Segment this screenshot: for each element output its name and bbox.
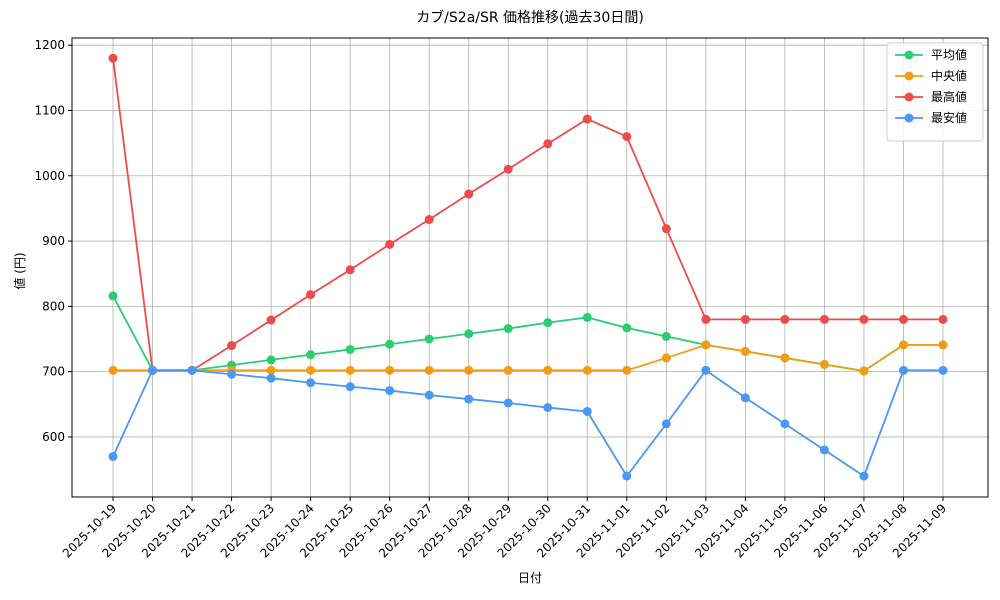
data-point: [938, 314, 948, 324]
data-point: [424, 390, 434, 400]
data-point: [780, 353, 790, 363]
data-point: [622, 132, 632, 142]
data-point: [582, 114, 592, 124]
data-point: [108, 53, 118, 63]
legend-label: 最高値: [931, 89, 967, 104]
data-point: [424, 334, 434, 344]
data-point: [819, 359, 829, 369]
data-point: [266, 365, 276, 375]
legend-marker: [904, 50, 914, 60]
data-point: [780, 314, 790, 324]
data-point: [938, 340, 948, 350]
series-line: [113, 343, 943, 372]
y-tick-label: 900: [42, 234, 65, 248]
data-point: [661, 419, 671, 429]
y-axis-label: 値 (円): [12, 252, 27, 289]
data-point: [780, 419, 790, 429]
data-point: [266, 373, 276, 383]
data-point: [424, 365, 434, 375]
data-point: [661, 353, 671, 363]
data-point: [859, 314, 869, 324]
data-point: [464, 365, 474, 375]
data-point: [701, 365, 711, 375]
data-point: [266, 355, 276, 365]
data-point: [661, 331, 671, 341]
data-point: [503, 164, 513, 174]
data-point: [740, 346, 750, 356]
data-point: [859, 471, 869, 481]
legend-label: 平均値: [931, 47, 967, 62]
y-tick-label: 800: [42, 299, 65, 313]
data-point: [266, 315, 276, 325]
series-line: [112, 295, 943, 372]
series-line: [112, 369, 943, 478]
data-point: [108, 291, 118, 301]
legend-marker: [904, 71, 914, 81]
data-point: [385, 239, 395, 249]
data-point: [306, 290, 316, 300]
data-point: [898, 365, 908, 375]
data-point: [345, 365, 355, 375]
data-point: [543, 318, 553, 328]
data-point: [306, 365, 316, 375]
data-point: [661, 224, 671, 234]
y-tick-label: 1100: [34, 103, 65, 117]
data-point: [503, 398, 513, 408]
x-axis-label: 日付: [518, 571, 542, 585]
data-point: [464, 189, 474, 199]
data-point: [503, 365, 513, 375]
legend-label: 中央値: [931, 68, 967, 83]
data-point: [819, 445, 829, 455]
data-point: [108, 452, 118, 462]
data-point: [898, 314, 908, 324]
data-point: [464, 329, 474, 339]
chart-title: カブ/S2a/SR 価格推移(過去30日間): [416, 9, 644, 26]
data-point: [622, 323, 632, 333]
plot-frame: [71, 37, 989, 498]
legend-marker: [904, 92, 914, 102]
y-tick-label: 600: [42, 430, 65, 444]
data-point: [543, 403, 553, 413]
data-point: [227, 341, 237, 351]
data-point: [148, 365, 158, 375]
legend-marker: [904, 113, 914, 123]
data-point: [345, 344, 355, 354]
legend-label: 最安値: [931, 110, 967, 125]
y-tick-label: 700: [42, 365, 65, 379]
data-point: [543, 139, 553, 149]
data-point: [108, 365, 118, 375]
data-point: [819, 314, 829, 324]
data-point: [701, 340, 711, 350]
data-point: [385, 365, 395, 375]
series-line: [112, 58, 943, 372]
data-point: [464, 394, 474, 404]
data-point: [543, 365, 553, 375]
data-point: [740, 314, 750, 324]
data-point: [582, 365, 592, 375]
data-point: [306, 378, 316, 388]
data-point: [385, 386, 395, 396]
data-point: [385, 339, 395, 349]
data-point: [898, 340, 908, 350]
data-point: [622, 365, 632, 375]
data-point: [701, 314, 711, 324]
data-point: [859, 366, 869, 376]
data-point: [622, 471, 632, 481]
data-point: [345, 265, 355, 275]
data-point: [306, 350, 316, 360]
y-tick-label: 1000: [34, 169, 65, 183]
data-point: [938, 365, 948, 375]
data-point: [227, 369, 237, 379]
data-point: [582, 312, 592, 322]
data-point: [740, 393, 750, 403]
data-point: [424, 215, 434, 225]
data-point: [187, 365, 197, 375]
data-point: [345, 382, 355, 392]
y-tick-label: 1200: [34, 38, 65, 52]
data-point: [503, 324, 513, 334]
data-point: [582, 406, 592, 416]
